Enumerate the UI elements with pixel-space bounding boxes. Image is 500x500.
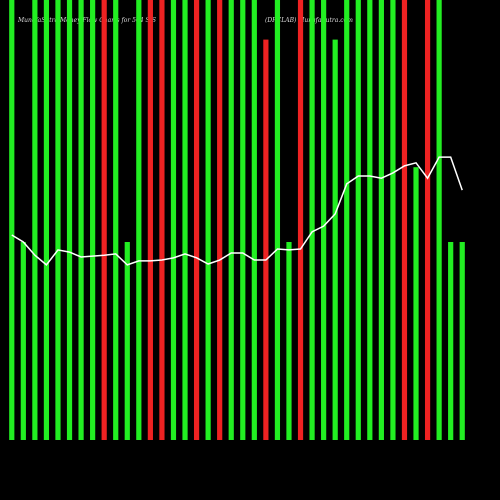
bar	[147, 0, 153, 440]
bar	[90, 0, 96, 440]
bar	[136, 0, 142, 440]
chart-title: MunafaSutra Money Flow Charts for 504 SI…	[17, 17, 156, 24]
bar	[390, 0, 396, 440]
bar	[309, 0, 315, 440]
bar	[263, 39, 269, 440]
bar	[66, 0, 73, 440]
bar	[20, 242, 26, 440]
bar	[251, 0, 257, 440]
bar	[344, 0, 350, 440]
bar	[355, 0, 361, 440]
bar	[9, 0, 15, 440]
bar	[332, 39, 338, 440]
bar	[78, 0, 84, 440]
bar	[159, 0, 165, 440]
bar	[124, 242, 130, 440]
bar	[367, 0, 373, 440]
bar	[448, 242, 454, 440]
chart-subtitle: (DRCLAB) MunafaSutra.com	[265, 17, 353, 24]
bar	[286, 242, 292, 440]
bar	[32, 0, 38, 440]
bar	[436, 0, 442, 440]
bar	[101, 0, 107, 440]
bar	[321, 0, 327, 440]
bar	[193, 0, 200, 440]
bar	[274, 0, 281, 440]
bar	[297, 0, 304, 440]
bar	[401, 0, 408, 440]
bar	[459, 242, 465, 440]
bar	[240, 0, 246, 440]
bar	[170, 0, 177, 440]
bar	[228, 0, 234, 440]
bar	[205, 0, 211, 440]
bar	[182, 0, 188, 440]
bar	[378, 0, 384, 440]
bar	[413, 167, 419, 440]
bar	[113, 0, 119, 440]
bar	[217, 0, 223, 440]
line	[11, 156, 463, 266]
bar	[43, 0, 50, 440]
bar	[55, 0, 61, 440]
bar	[424, 0, 431, 440]
